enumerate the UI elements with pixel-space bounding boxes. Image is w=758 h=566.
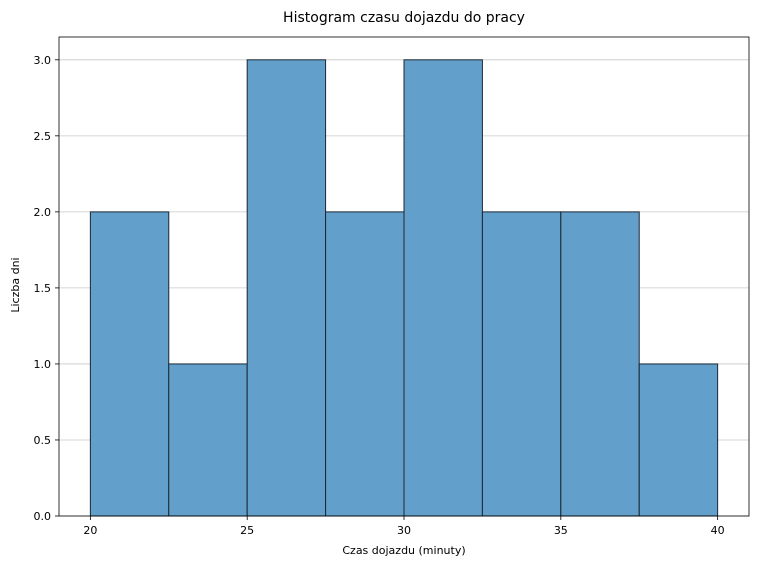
x-tick-label: 30 [397,524,411,537]
x-tick-label: 20 [83,524,97,537]
histogram-bars [89,59,719,517]
y-tick-label: 1.0 [34,358,52,371]
y-axis-ticks: 0.0 0.5 1.0 1.5 2.0 2.5 3.0 [34,54,59,523]
x-tick-label: 25 [240,524,254,537]
x-tick-label: 35 [554,524,568,537]
histogram-bar [246,59,327,517]
histogram-bar [481,211,562,517]
chart-title: Histogram czasu dojazdu do pracy [283,10,525,26]
histogram-bar [403,59,483,517]
x-tick-label: 40 [711,524,725,537]
y-tick-label: 0.5 [34,434,52,447]
histogram-bar [89,211,170,517]
x-axis-label: Czas dojazdu (minuty) [342,544,465,557]
x-axis-ticks: 20 25 30 35 40 [83,516,725,537]
y-tick-label: 2.5 [34,130,52,143]
histogram-bar [560,211,640,517]
y-tick-label: 3.0 [34,54,52,67]
y-axis-label: Liczba dni [9,257,22,312]
y-tick-label: 0.0 [34,510,52,523]
histogram-bar [638,363,719,517]
y-tick-label: 1.5 [34,282,52,295]
histogram-bar [168,363,248,517]
histogram-bar [325,211,405,517]
y-tick-label: 2.0 [34,206,52,219]
